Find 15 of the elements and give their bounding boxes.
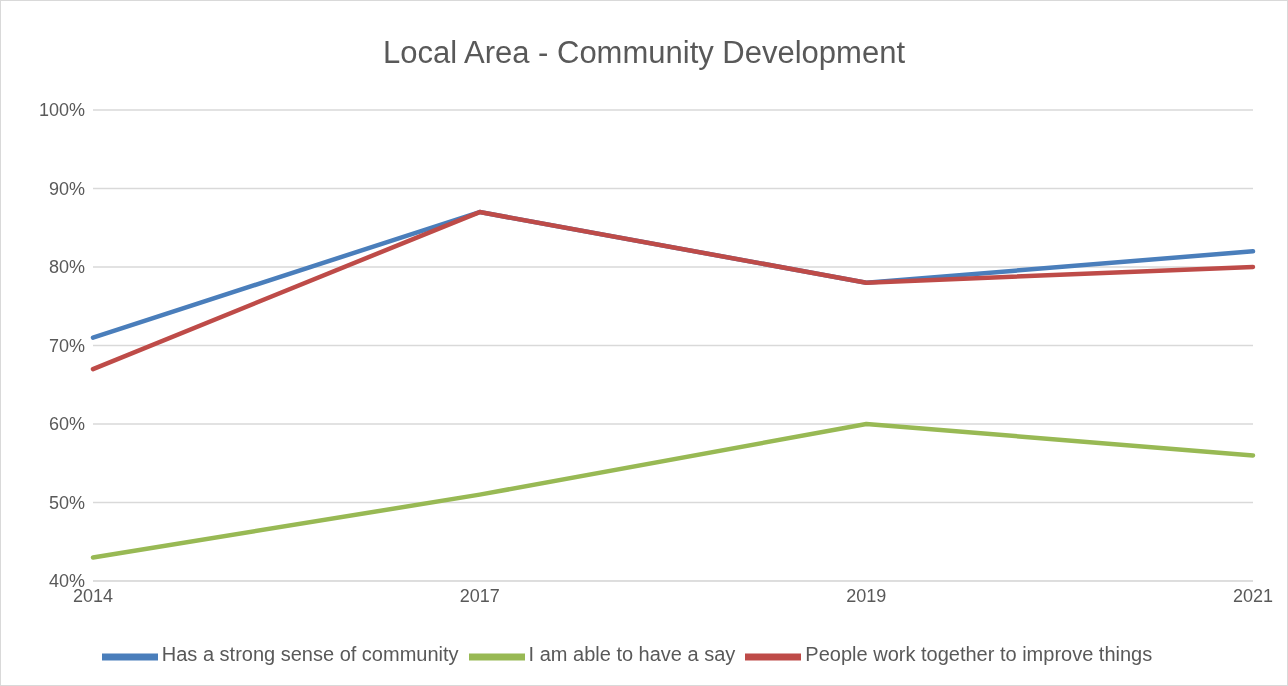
y-tick-label: 100%: [38, 100, 85, 121]
legend-label: I am able to have a say: [528, 643, 736, 666]
chart-title: Local Area - Community Development: [381, 35, 907, 71]
legend-label: Has a strong sense of community: [161, 643, 459, 666]
x-tick-label: 2017: [459, 585, 500, 606]
y-tick-label: 70%: [48, 335, 85, 356]
x-tick-label: 2019: [846, 585, 887, 606]
y-tick-label: 50%: [48, 492, 85, 513]
y-tick-label: 80%: [48, 257, 85, 278]
line-series: [90, 421, 1256, 560]
y-tick-label: 60%: [48, 414, 85, 435]
legend-label: People work together to improve things: [805, 643, 1153, 666]
y-tick-label: 90%: [48, 178, 85, 199]
line-series: [90, 209, 1256, 372]
x-tick-label: 2021: [1232, 585, 1274, 606]
